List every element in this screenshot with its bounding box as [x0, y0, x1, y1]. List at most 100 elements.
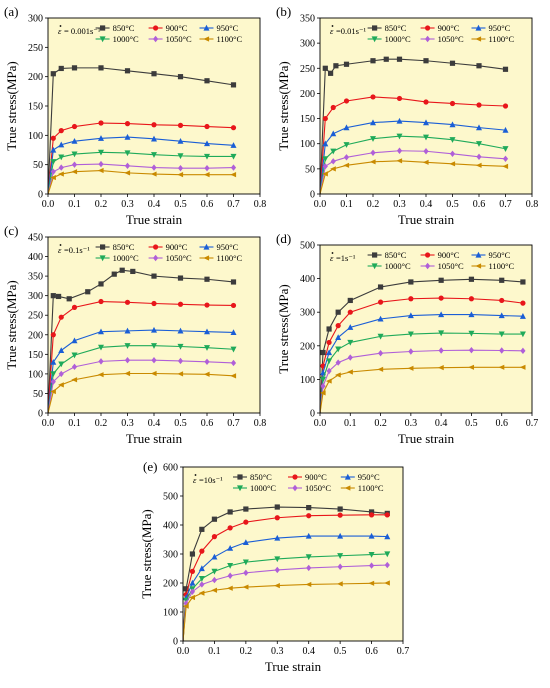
series-line: [47, 329, 234, 414]
data-point: [330, 148, 337, 155]
data-point: [58, 171, 64, 177]
y-tick-label: 0: [173, 637, 178, 648]
legend-marker: [425, 35, 431, 43]
x-tick-label: 0.1: [68, 199, 81, 210]
legend-marker: [425, 262, 431, 270]
data-point: [502, 155, 509, 162]
data-point: [370, 149, 376, 156]
data-point: [230, 373, 237, 379]
data-point: [337, 532, 344, 539]
data-point: [333, 63, 339, 69]
data-point: [274, 504, 280, 510]
x-tick-label: 0.7: [397, 646, 410, 657]
y-tick-label: 300: [163, 550, 178, 561]
legend-entry: 900°C: [148, 242, 188, 252]
data-point: [243, 569, 249, 577]
data-point: [330, 166, 336, 172]
data-point: [343, 124, 350, 131]
plot-area: [320, 245, 532, 413]
data-point: [124, 121, 131, 127]
data-point: [50, 371, 57, 378]
legend-label: 1000°C: [113, 34, 139, 44]
legend-label: 900°C: [438, 250, 460, 260]
y-tick-label: 400: [300, 274, 315, 285]
series-5: [47, 357, 237, 414]
data-point: [58, 314, 64, 320]
strain-rate-symbol: ε: [193, 475, 197, 485]
series-line: [182, 564, 388, 642]
data-point: [274, 515, 280, 521]
legend-marker: [99, 36, 106, 43]
legend-label: 1050°C: [166, 253, 192, 263]
series-line: [319, 96, 506, 195]
legend-entry: 950°C: [471, 250, 511, 260]
y-axis-label: True stress(MPa): [4, 280, 19, 369]
series-4: [319, 133, 509, 195]
legend-label: 900°C: [438, 23, 460, 33]
data-point: [71, 352, 78, 359]
data-point: [58, 65, 64, 72]
panel-label: (d): [276, 231, 291, 246]
legend-label: 1050°C: [305, 483, 331, 493]
y-tick-label: 100: [163, 608, 178, 619]
x-axis-label: True strain: [126, 212, 183, 227]
data-point: [335, 334, 342, 340]
legend-label: 1100°C: [488, 34, 514, 44]
data-point: [189, 568, 196, 575]
legend-label: 950°C: [488, 250, 510, 260]
data-point: [408, 348, 414, 355]
data-point: [211, 568, 218, 575]
legend-marker: [475, 251, 482, 258]
data-point: [199, 581, 205, 588]
legend-label: 900°C: [166, 23, 188, 33]
x-tick-label: 0.0: [314, 199, 327, 210]
data-point: [396, 56, 403, 62]
y-tick-label: 500: [163, 492, 178, 503]
series-1: [47, 267, 237, 414]
data-point: [211, 587, 218, 593]
legend-marker: [475, 263, 482, 269]
data-point: [476, 153, 482, 160]
data-point: [177, 357, 184, 365]
data-point: [50, 378, 56, 385]
strain-rate-dot: [331, 25, 334, 27]
data-point: [347, 324, 354, 330]
data-point: [204, 345, 210, 351]
x-tick-label: 0.4: [302, 646, 315, 657]
data-point: [322, 65, 328, 71]
x-axis-label: True strain: [398, 212, 455, 227]
strain-rate-dot: [194, 474, 197, 476]
series-line: [47, 136, 234, 195]
y-tick-label: 100: [300, 375, 315, 386]
x-axis-label: True strain: [398, 431, 455, 446]
strain-rate-symbol: ε: [58, 245, 62, 255]
data-point: [98, 120, 104, 126]
legend-label: 950°C: [488, 23, 510, 33]
data-point: [71, 161, 78, 168]
series-line: [182, 582, 388, 642]
x-tick-label: 0.8: [254, 418, 267, 429]
legend-label: 850°C: [113, 23, 135, 33]
legend-entry: 900°C: [148, 23, 188, 33]
data-point: [124, 162, 131, 170]
data-point: [211, 553, 218, 560]
data-point: [58, 382, 64, 388]
data-point: [407, 365, 414, 371]
legend-entry: 850°C: [95, 242, 135, 252]
data-point: [151, 122, 157, 128]
x-tick-label: 0.4: [148, 418, 161, 429]
y-tick-label: 100: [300, 139, 315, 150]
data-point: [322, 140, 329, 147]
x-tick-label: 0.7: [227, 418, 240, 429]
x-tick-label: 0.6: [201, 199, 214, 210]
y-tick-label: 200: [300, 341, 315, 352]
legend-entry: 850°C: [95, 23, 135, 33]
data-point: [377, 284, 384, 290]
data-point: [151, 357, 157, 364]
strain-rate-label: =0.01s⁻¹: [336, 26, 366, 36]
data-point: [183, 600, 189, 607]
legend-entry: 950°C: [471, 23, 511, 33]
x-tick-label: 0.7: [227, 199, 240, 210]
y-tick-label: 0: [38, 409, 43, 420]
data-point: [124, 357, 131, 364]
